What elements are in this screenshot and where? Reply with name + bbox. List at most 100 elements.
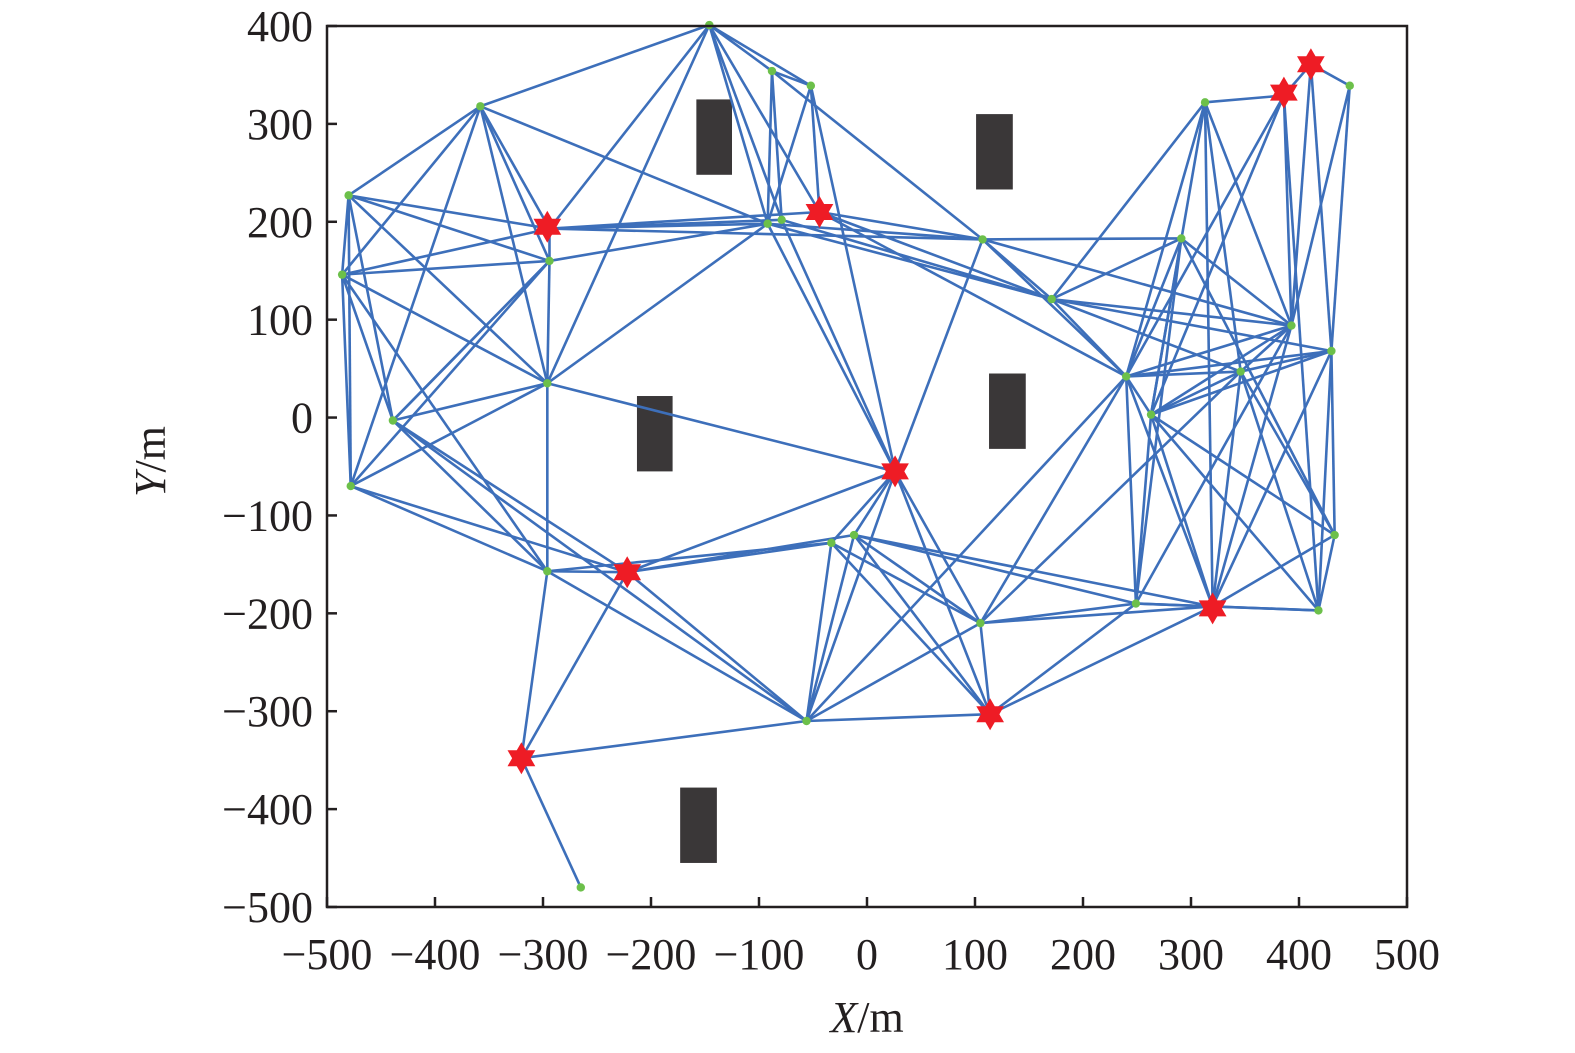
edge-122 [1150, 413, 1336, 537]
edge-23 [348, 194, 550, 230]
edge-25 [347, 195, 353, 487]
edge-153 [1211, 533, 1336, 608]
edge-87 [1203, 102, 1242, 372]
y-tick-label: 400 [247, 2, 313, 51]
edge-152 [1212, 605, 1319, 612]
sensor-node-13 [346, 481, 355, 491]
edge-155 [520, 757, 582, 888]
edge-135 [830, 541, 992, 716]
x-tick-label: 0 [856, 930, 878, 979]
sensor-node-30 [1236, 367, 1245, 376]
x-tick-label: 200 [1050, 930, 1116, 979]
edge-130 [805, 470, 897, 722]
sink-node-7 [1270, 76, 1298, 109]
edge-120 [1134, 414, 1153, 604]
edge-138 [853, 534, 992, 715]
edge-16 [341, 105, 482, 276]
edge-46 [546, 222, 769, 385]
x-tick-label: 400 [1266, 930, 1332, 979]
sensor-node-17 [849, 530, 859, 540]
edge-89 [1204, 94, 1284, 104]
edge-70 [893, 238, 984, 472]
edge-49 [392, 419, 628, 574]
edge-layer [340, 23, 1352, 888]
edge-90 [1203, 102, 1214, 607]
edge-136 [805, 534, 856, 722]
edge-114 [1150, 370, 1242, 416]
edge-101 [1290, 85, 1352, 326]
edge-13 [809, 85, 821, 213]
obstacle-0 [696, 99, 732, 175]
edge-80 [1124, 237, 1183, 377]
edge-132 [893, 470, 992, 715]
edge-56 [520, 571, 549, 759]
y-tick-label: −300 [222, 687, 313, 736]
y-tick-label: 300 [247, 100, 313, 149]
edge-104 [1239, 324, 1293, 373]
edge-36 [549, 218, 782, 230]
edge-7 [548, 24, 711, 230]
x-axis-variable: X [828, 993, 859, 1042]
y-axis-unit: /m [126, 426, 175, 472]
edge-43 [392, 382, 548, 422]
sensor-node-9 [777, 215, 786, 225]
x-axis-title: X/m [828, 993, 903, 1042]
edge-27 [348, 194, 550, 263]
edge-15 [347, 105, 482, 197]
edge-149 [989, 605, 1214, 716]
edge-137 [853, 533, 982, 625]
edge-96 [1125, 94, 1286, 378]
edge-69 [818, 210, 1127, 378]
edge-17 [479, 105, 551, 230]
sensor-node-31 [1287, 321, 1296, 330]
edge-93 [1282, 95, 1293, 326]
edge-64 [819, 210, 983, 241]
sink-node-3 [613, 556, 642, 589]
edge-14 [809, 85, 897, 472]
edge-107 [1126, 349, 1332, 378]
sensor-node-37 [1314, 606, 1323, 615]
edge-112 [1211, 350, 1333, 608]
edge-78 [1051, 297, 1332, 353]
sensor-node-36 [1330, 530, 1339, 540]
x-tick-label: −100 [714, 930, 805, 979]
edge-103 [1150, 324, 1293, 416]
edge-145 [979, 622, 992, 715]
sink-node-5 [976, 698, 1004, 731]
x-axis-unit: /m [857, 993, 903, 1042]
edge-53 [350, 484, 548, 573]
sink-node-4 [507, 742, 536, 775]
edge-131 [893, 470, 982, 624]
edge-79 [1051, 237, 1182, 301]
sensor-node-26 [1177, 234, 1186, 243]
sensor-node-1 [767, 66, 777, 76]
obstacle-4 [680, 787, 717, 863]
edge-147 [980, 605, 1213, 625]
edge-88 [1203, 101, 1293, 327]
edge-47 [547, 382, 896, 473]
x-tick-label: 100 [942, 930, 1008, 979]
sensor-node-12 [388, 416, 398, 425]
sensor-node-4 [344, 191, 353, 200]
edge-10 [770, 70, 783, 220]
edge-118 [979, 370, 1242, 625]
edge-63 [780, 219, 897, 472]
edge-127 [805, 375, 1128, 722]
x-tick-label: 300 [1158, 930, 1224, 979]
edge-31 [340, 274, 353, 487]
edge-24 [347, 195, 395, 421]
edge-28 [341, 227, 550, 276]
sink-node-0 [533, 210, 562, 243]
x-tick-label: −500 [282, 930, 373, 979]
sensor-node-5 [337, 270, 347, 279]
edge-21 [349, 105, 482, 487]
edge-18 [479, 105, 551, 262]
edge-133 [805, 542, 833, 722]
x-tick-label: 500 [1374, 930, 1440, 979]
edge-108 [1150, 349, 1332, 416]
edge-148 [989, 602, 1137, 716]
sink-node-2 [881, 455, 909, 488]
edge-82 [1180, 237, 1293, 327]
sensor-node-25 [1047, 294, 1056, 304]
edge-32 [341, 273, 549, 572]
